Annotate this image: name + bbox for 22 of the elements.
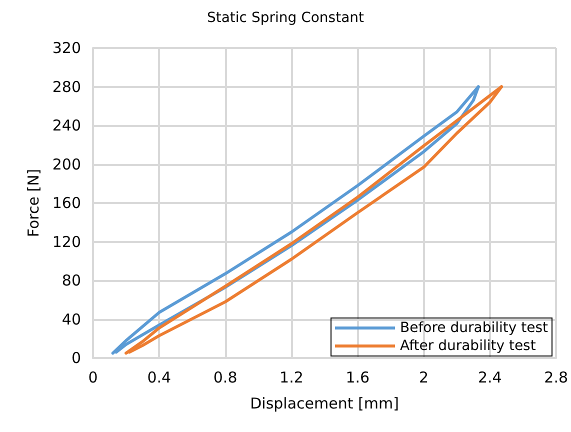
y-tick-label: 160 (52, 194, 81, 212)
y-tick-label: 40 (62, 310, 81, 328)
y-tick-label: 240 (52, 116, 81, 134)
y-tick-label: 80 (62, 272, 81, 290)
y-tick-label: 0 (71, 349, 81, 367)
x-tick-label: 0 (88, 368, 98, 386)
x-tick-label: 2 (418, 368, 429, 386)
legend-label: After durability test (400, 338, 536, 354)
x-tick-label: 2.8 (544, 368, 568, 386)
y-tick-label: 120 (52, 232, 81, 251)
y-tick-label: 200 (52, 155, 81, 174)
x-tick-label: 0.4 (147, 368, 172, 386)
y-tick-label: 280 (52, 78, 81, 96)
x-tick-label: 1.6 (346, 368, 370, 386)
x-axis-title: Displacement [mm] (250, 394, 399, 412)
x-tick-label: 1.2 (280, 368, 304, 386)
legend-label: Before durability test (400, 320, 549, 336)
x-tick-label: 0.8 (213, 368, 238, 386)
y-axis-title: Force [N] (24, 168, 42, 238)
x-tick-label: 2.4 (478, 368, 502, 386)
y-tick-label: 320 (52, 39, 81, 57)
chart-title: Static Spring Constant (206, 10, 365, 26)
